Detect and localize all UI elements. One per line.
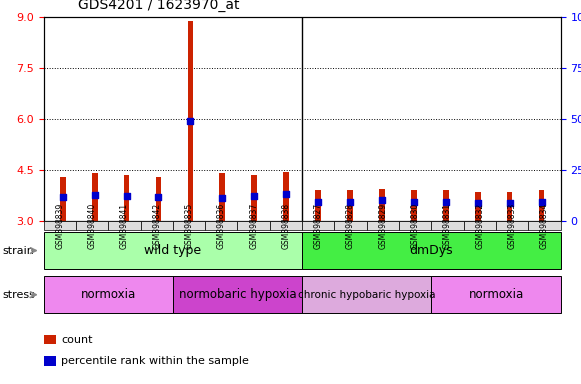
Text: GSM398832: GSM398832 bbox=[475, 202, 485, 249]
Text: strain: strain bbox=[3, 245, 35, 256]
Point bbox=[473, 200, 482, 206]
Bar bbox=[475, 192, 480, 221]
Point bbox=[250, 193, 259, 199]
Point bbox=[282, 191, 291, 197]
Point bbox=[313, 199, 322, 205]
Text: GSM398827: GSM398827 bbox=[314, 202, 323, 249]
Bar bbox=[92, 173, 98, 221]
Point bbox=[186, 118, 195, 124]
Bar bbox=[156, 177, 162, 221]
Point bbox=[537, 199, 546, 205]
Point bbox=[377, 197, 386, 204]
Bar bbox=[60, 177, 66, 221]
Text: GSM398831: GSM398831 bbox=[443, 202, 452, 249]
Bar bbox=[220, 173, 225, 221]
Point bbox=[409, 199, 418, 205]
Point bbox=[218, 195, 227, 201]
Text: normoxia: normoxia bbox=[468, 288, 523, 301]
Text: normoxia: normoxia bbox=[81, 288, 136, 301]
Text: GSM398834: GSM398834 bbox=[540, 202, 549, 249]
Point bbox=[90, 192, 99, 199]
Bar bbox=[315, 190, 321, 221]
Text: GSM398837: GSM398837 bbox=[249, 202, 258, 249]
Text: chronic hypobaric hypoxia: chronic hypobaric hypoxia bbox=[298, 290, 436, 300]
Text: count: count bbox=[61, 335, 92, 345]
Point bbox=[441, 199, 450, 205]
Text: GSM398829: GSM398829 bbox=[378, 202, 388, 249]
Text: GSM398840: GSM398840 bbox=[88, 202, 96, 249]
Bar bbox=[507, 192, 512, 221]
Text: wild type: wild type bbox=[144, 244, 202, 257]
Point bbox=[154, 194, 163, 200]
Bar bbox=[539, 190, 544, 221]
Bar bbox=[411, 190, 417, 221]
Text: percentile rank within the sample: percentile rank within the sample bbox=[61, 356, 249, 366]
Text: GSM398838: GSM398838 bbox=[281, 202, 290, 249]
Text: GSM398828: GSM398828 bbox=[346, 203, 355, 248]
Bar bbox=[284, 172, 289, 221]
Text: dmDys: dmDys bbox=[410, 244, 453, 257]
Text: GSM398841: GSM398841 bbox=[120, 202, 129, 249]
Text: stress: stress bbox=[3, 290, 36, 300]
Text: GDS4201 / 1623970_at: GDS4201 / 1623970_at bbox=[78, 0, 240, 12]
Text: GSM398830: GSM398830 bbox=[411, 202, 419, 249]
Bar bbox=[443, 190, 449, 221]
Text: normobaric hypoxia: normobaric hypoxia bbox=[179, 288, 296, 301]
Text: GSM398833: GSM398833 bbox=[508, 202, 517, 249]
Text: GSM398839: GSM398839 bbox=[55, 202, 64, 249]
Point bbox=[505, 200, 514, 206]
Bar bbox=[252, 175, 257, 221]
Point bbox=[345, 199, 354, 205]
Point bbox=[58, 194, 67, 200]
Point bbox=[122, 193, 131, 199]
Bar bbox=[379, 189, 385, 221]
Text: GSM398842: GSM398842 bbox=[152, 202, 161, 249]
Bar bbox=[347, 190, 353, 221]
Text: GSM398836: GSM398836 bbox=[217, 202, 226, 249]
Bar bbox=[124, 175, 130, 221]
Bar bbox=[188, 21, 193, 221]
Text: GSM398835: GSM398835 bbox=[185, 202, 193, 249]
